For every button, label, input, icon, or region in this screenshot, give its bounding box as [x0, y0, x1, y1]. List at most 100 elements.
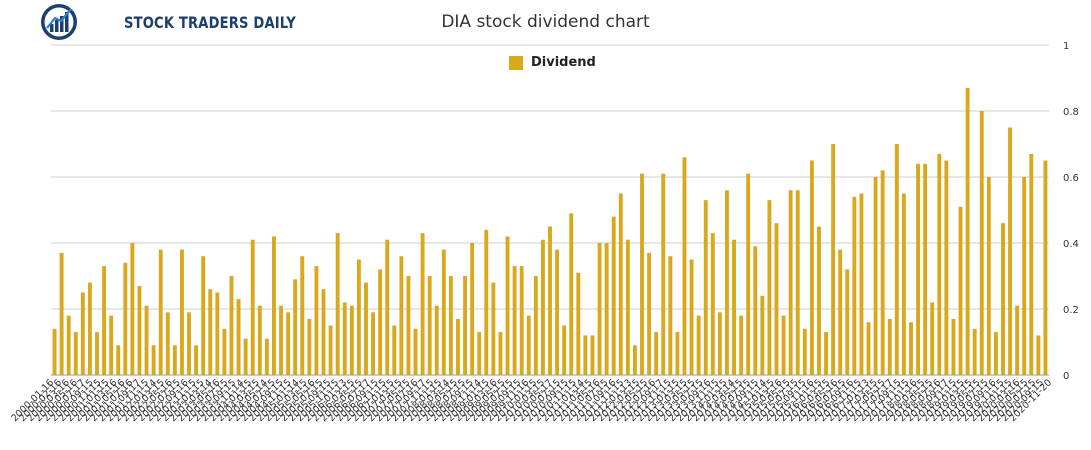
bar: [859, 193, 864, 375]
bar: [732, 239, 736, 375]
brand-logo: STOCK TRADERS DAILY: [38, 2, 296, 42]
bar: [321, 289, 326, 375]
bar: [484, 229, 489, 375]
bar: [887, 318, 892, 375]
bar-series-dividend: [52, 87, 1048, 376]
bar: [909, 322, 913, 375]
bar: [286, 312, 291, 375]
bar: [378, 269, 383, 375]
bar: [597, 243, 602, 375]
bar: [441, 249, 446, 375]
bar: [802, 328, 807, 375]
bar: [696, 315, 701, 375]
bar: [165, 312, 170, 375]
bar: [463, 276, 468, 375]
bar: [307, 318, 312, 375]
bar: [1043, 160, 1048, 375]
x-axis: 2000-01-162000-02-162000-03-162000-05-16…: [9, 374, 1054, 424]
bar: [781, 315, 786, 375]
bar: [937, 153, 942, 375]
bar: [172, 345, 177, 375]
bar: [753, 246, 758, 375]
bar: [158, 249, 163, 375]
bar: [986, 177, 991, 375]
bar: [555, 249, 560, 375]
bar: [364, 282, 368, 375]
bar: [102, 266, 107, 375]
bar: [264, 338, 269, 375]
bar: [604, 243, 609, 375]
bar: [901, 193, 906, 375]
bar: [222, 328, 227, 375]
y-axis: 0 0.2 0.4 0.6 0.8 1: [1063, 41, 1079, 382]
bar: [420, 233, 425, 375]
bar: [689, 259, 694, 375]
bar: [746, 173, 751, 375]
bar: [413, 328, 418, 375]
bar: [703, 200, 708, 375]
bar: [675, 332, 680, 375]
bar: [625, 239, 630, 375]
bar: [180, 249, 184, 375]
bar: [243, 338, 248, 375]
bar: [194, 345, 199, 375]
bar: [498, 332, 503, 375]
bar: [342, 302, 347, 375]
bar: [95, 332, 99, 375]
bar: [1015, 305, 1020, 375]
bar: [576, 272, 581, 375]
y-tick-label: 0.2: [1063, 305, 1079, 316]
bar: [406, 276, 411, 375]
bar: [130, 243, 135, 375]
bar: [66, 315, 71, 375]
bar: [519, 266, 524, 375]
bar: [1001, 223, 1005, 375]
bar: [385, 239, 390, 375]
bar: [880, 170, 885, 375]
bar: [151, 345, 156, 375]
bar: [838, 249, 843, 375]
bar: [73, 332, 78, 375]
bar: [328, 325, 333, 375]
bar: [668, 256, 673, 375]
bar: [767, 200, 772, 375]
bar: [640, 173, 644, 375]
bar: [109, 315, 114, 375]
bar: [852, 196, 857, 375]
bar: [208, 289, 213, 375]
y-tick-label: 0.6: [1063, 173, 1079, 184]
bar: [491, 282, 496, 375]
bar: [873, 177, 878, 375]
bar: [448, 276, 453, 375]
chart-legend[interactable]: Dividend: [509, 55, 596, 70]
bar: [717, 312, 722, 375]
legend-swatch: [509, 55, 523, 70]
bar: [824, 332, 828, 375]
bar: [710, 233, 715, 375]
bar: [187, 312, 191, 375]
bar: [52, 328, 57, 375]
bar: [1008, 127, 1013, 375]
bar: [116, 345, 121, 375]
bar: [434, 305, 439, 375]
bar: [916, 163, 920, 375]
bar: [201, 256, 206, 375]
bar: [87, 282, 92, 375]
bar: [470, 243, 475, 375]
bar: [137, 285, 142, 375]
bar: [59, 252, 64, 375]
bar: [632, 345, 637, 375]
bar: [300, 256, 305, 375]
chart-title: DIA stock dividend chart: [441, 12, 650, 32]
bar: [456, 318, 460, 375]
bar: [569, 213, 574, 375]
bar: [477, 332, 482, 375]
bar: [831, 144, 836, 375]
bull-chart-icon: [41, 4, 77, 40]
bar: [293, 279, 298, 375]
bar: [1022, 177, 1027, 375]
bar: [279, 305, 283, 375]
y-tick-label: 0: [1063, 371, 1069, 382]
bar: [399, 256, 404, 375]
bar: [611, 216, 616, 375]
